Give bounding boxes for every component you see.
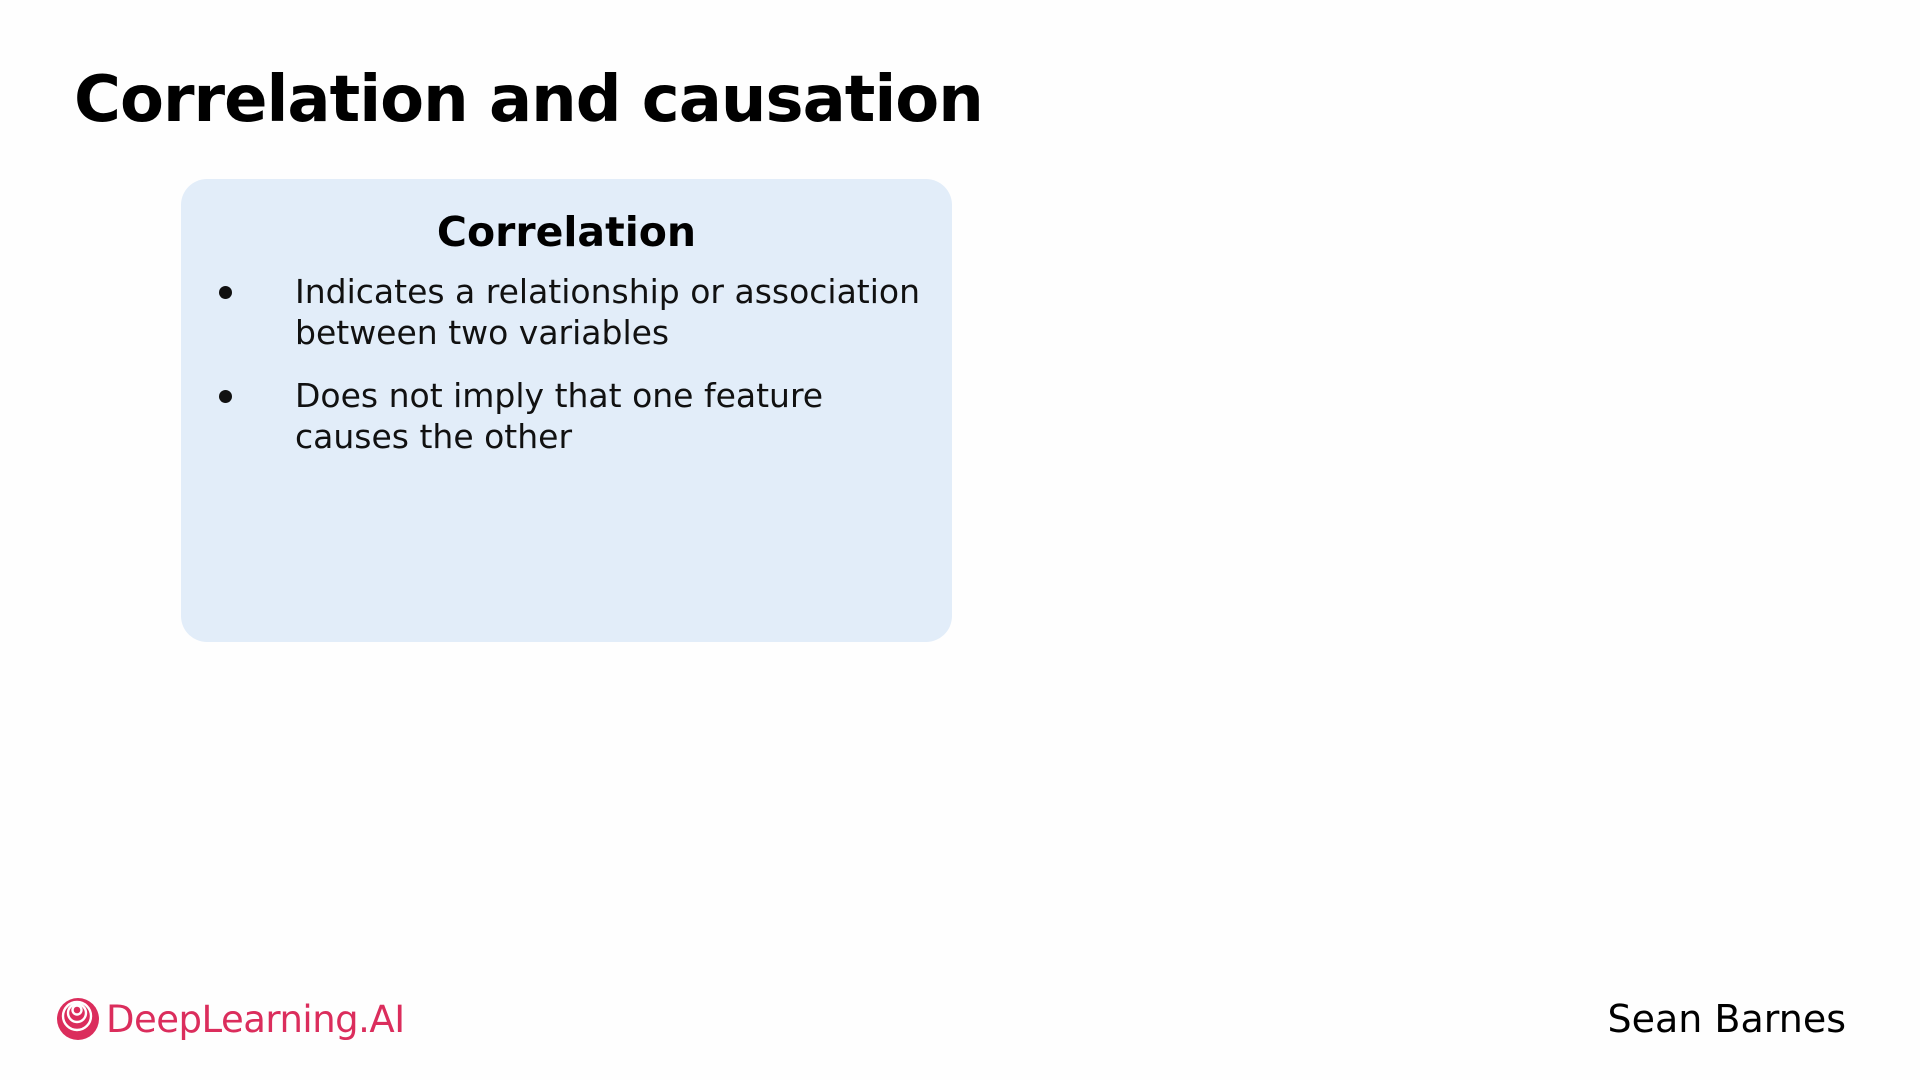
bullet-list: Indicates a relationship or association … bbox=[215, 271, 930, 479]
bullet-text: Indicates a relationship or association … bbox=[295, 272, 921, 352]
logo-text: DeepLearning.AI bbox=[106, 997, 405, 1041]
bullet-dot-icon bbox=[219, 286, 232, 299]
bullet-item: Does not imply that one feature causes t… bbox=[215, 375, 930, 457]
correlation-card: Correlation Indicates a relationship or … bbox=[181, 179, 952, 642]
bullet-text: Does not imply that one feature causes t… bbox=[295, 376, 824, 456]
slide-title: Correlation and causation bbox=[74, 63, 984, 137]
card-heading: Correlation bbox=[436, 208, 697, 256]
deeplearning-ai-logo-icon bbox=[57, 998, 99, 1040]
deeplearning-ai-logo: DeepLearning.AI bbox=[56, 994, 405, 1044]
bullet-dot-icon bbox=[219, 390, 232, 403]
bullet-item: Indicates a relationship or association … bbox=[215, 271, 930, 353]
presenter-name: Sean Barnes bbox=[1607, 997, 1846, 1041]
